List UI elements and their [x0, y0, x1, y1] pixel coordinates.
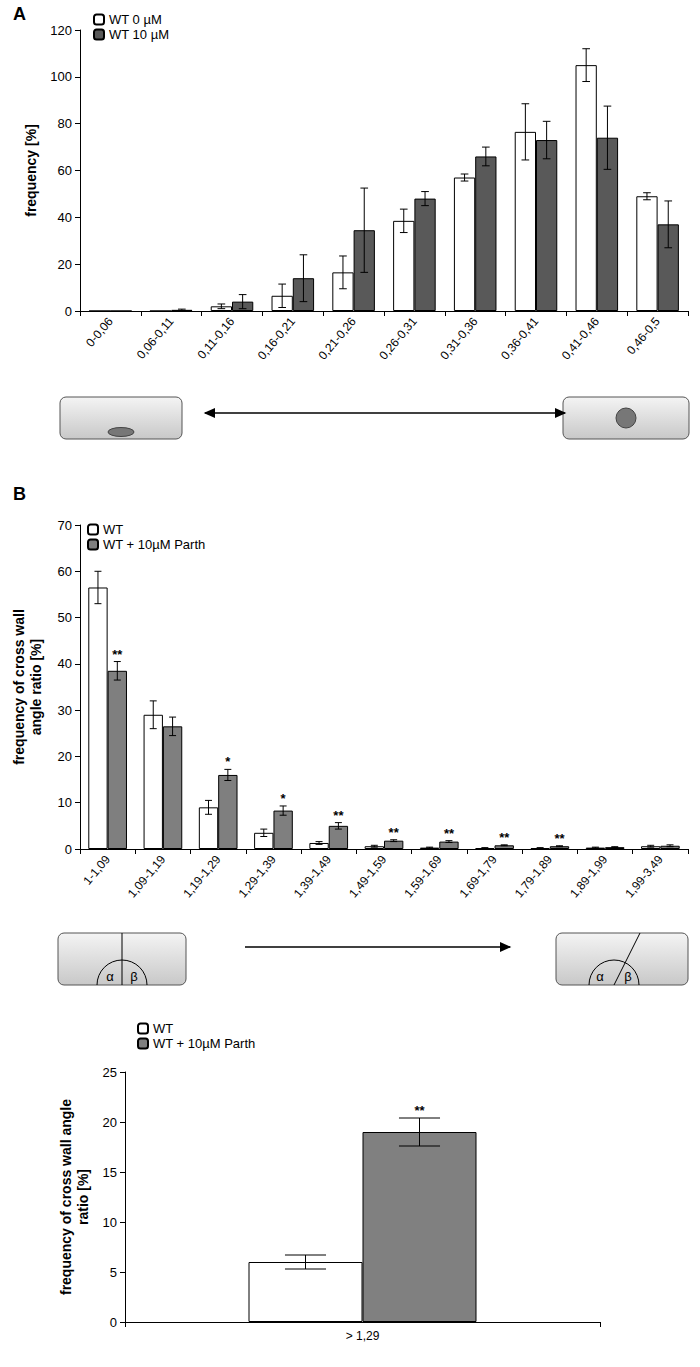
svg-text:1,89-1,99: 1,89-1,99 [567, 852, 611, 900]
svg-text:0,16-0,21: 0,16-0,21 [255, 314, 299, 362]
svg-text:A: A [13, 4, 26, 24]
svg-text:60: 60 [58, 564, 72, 579]
svg-text:1,39-1,49: 1,39-1,49 [291, 852, 335, 900]
svg-text:WT: WT [103, 522, 123, 537]
svg-text:WT + 10µM Parth: WT + 10µM Parth [153, 1036, 255, 1051]
svg-text:WT 0 µM: WT 0 µM [109, 12, 162, 27]
svg-text:frequency of cross wall angle: frequency of cross wall angle [58, 1099, 74, 1295]
svg-text:B: B [13, 484, 26, 504]
svg-text:0,11-0,16: 0,11-0,16 [195, 314, 238, 361]
svg-text:angle ratio [%]: angle ratio [%] [28, 639, 44, 735]
svg-text:**: ** [333, 808, 344, 823]
svg-text:WT 10 µM: WT 10 µM [109, 27, 169, 42]
svg-text:1,79-1,89: 1,79-1,89 [512, 852, 556, 900]
svg-text:10: 10 [58, 795, 72, 810]
svg-text:30: 30 [58, 703, 72, 718]
svg-text:**: ** [112, 647, 123, 662]
svg-text:0,21-0,26: 0,21-0,26 [316, 314, 360, 362]
svg-text:50: 50 [58, 610, 72, 625]
svg-text:15: 15 [103, 1165, 117, 1180]
svg-text:0: 0 [110, 1315, 117, 1330]
svg-text:0,36-0,41: 0,36-0,41 [498, 314, 542, 362]
svg-text:WT + 10µM Parth: WT + 10µM Parth [103, 537, 205, 552]
svg-text:WT: WT [153, 1021, 173, 1036]
svg-text:0,31-0,36: 0,31-0,36 [437, 314, 481, 362]
svg-text:frequency of cross wall: frequency of cross wall [11, 609, 27, 765]
svg-text:0,46-0,5: 0,46-0,5 [624, 314, 663, 357]
svg-text:0: 0 [65, 304, 72, 319]
svg-text:5: 5 [110, 1265, 117, 1280]
svg-text:**: ** [389, 825, 400, 840]
svg-text:10: 10 [103, 1215, 117, 1230]
svg-text:0,26-0,31: 0,26-0,31 [376, 314, 420, 362]
svg-text:α: α [106, 969, 114, 984]
svg-text:**: ** [414, 1103, 425, 1118]
svg-text:25: 25 [103, 1065, 117, 1080]
svg-text:**: ** [554, 831, 565, 846]
svg-text:β: β [130, 969, 137, 984]
svg-text:1,19-1,29: 1,19-1,29 [180, 852, 224, 900]
svg-text:0: 0 [65, 842, 72, 857]
svg-text:**: ** [444, 826, 455, 841]
svg-text:β: β [624, 969, 631, 984]
svg-text:60: 60 [58, 163, 72, 178]
svg-text:20: 20 [58, 257, 72, 272]
svg-text:**: ** [499, 830, 510, 845]
svg-text:*: * [225, 754, 231, 769]
svg-text:40: 40 [58, 656, 72, 671]
svg-text:120: 120 [50, 23, 72, 38]
svg-text:0-0,06: 0-0,06 [83, 314, 116, 349]
svg-text:frequency [%]: frequency [%] [23, 124, 39, 217]
svg-text:20: 20 [103, 1115, 117, 1130]
svg-text:1-1,09: 1-1,09 [80, 852, 113, 887]
svg-text:1,69-1,79: 1,69-1,79 [457, 852, 501, 900]
svg-text:100: 100 [50, 69, 72, 84]
svg-text:80: 80 [58, 116, 72, 131]
svg-text:0,41-0,46: 0,41-0,46 [559, 314, 603, 362]
svg-text:70: 70 [58, 518, 72, 533]
svg-text:1,09-1,19: 1,09-1,19 [125, 852, 169, 900]
svg-text:1,59-1,69: 1,59-1,69 [401, 852, 445, 900]
svg-text:1,49-1,59: 1,49-1,59 [346, 852, 390, 900]
svg-text:1,29-1,39: 1,29-1,39 [235, 852, 279, 900]
svg-text:0,06-0,11: 0,06-0,11 [134, 314, 177, 361]
svg-text:ratio [%]: ratio [%] [75, 1169, 91, 1225]
svg-text:1,99-3,49: 1,99-3,49 [622, 852, 666, 900]
svg-text:> 1,29: > 1,29 [346, 1329, 380, 1343]
svg-text:20: 20 [58, 749, 72, 764]
svg-text:*: * [281, 791, 287, 806]
svg-text:α: α [596, 969, 604, 984]
svg-text:40: 40 [58, 210, 72, 225]
